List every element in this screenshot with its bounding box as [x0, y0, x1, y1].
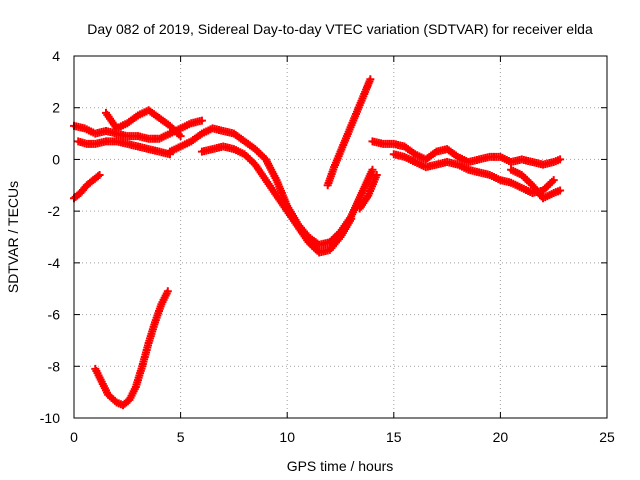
series-track-8: [323, 75, 375, 190]
data-point: [347, 214, 356, 223]
series-track-4: [74, 137, 174, 159]
y-axis-title: SDTVAR / TECUs: [5, 181, 21, 293]
series-track-2: [70, 170, 104, 203]
x-tick-label: 0: [70, 429, 78, 445]
y-tick-label: -4: [48, 255, 61, 271]
plot-frame: [73, 55, 608, 419]
y-tick-label: 0: [52, 151, 60, 167]
x-tick-label: 10: [279, 429, 295, 445]
data-point: [197, 116, 206, 125]
data-point: [368, 165, 377, 174]
series-track-7: [197, 142, 356, 257]
x-tick-labels: 0 5 10 15 20 25: [70, 429, 615, 445]
y-tick-label: 4: [52, 48, 60, 64]
y-tick-label: -8: [48, 358, 61, 374]
data-point: [372, 170, 381, 179]
y-tick-label: -6: [48, 307, 61, 323]
y-tick-label: -2: [48, 203, 61, 219]
series-track-12: [507, 165, 565, 203]
series-track-10: [368, 137, 565, 169]
data-points: [70, 75, 565, 410]
x-axis-title: GPS time / hours: [287, 458, 394, 474]
data-point: [93, 172, 102, 181]
y-tick-labels: -10 -8 -6 -4 -2 0 2 4: [40, 48, 60, 426]
series-track-3: [70, 116, 206, 143]
data-point: [176, 132, 185, 141]
y-tick-label: -10: [40, 410, 60, 426]
x-tick-label: 5: [177, 429, 185, 445]
series-track-1: [91, 287, 172, 410]
x-tick-label: 20: [493, 429, 509, 445]
data-point: [95, 170, 104, 179]
chart-title: Day 082 of 2019, Sidereal Day-to-day VTE…: [87, 21, 593, 37]
series-track-9: [355, 170, 381, 213]
data-point: [366, 75, 375, 84]
data-point: [549, 176, 558, 185]
x-tick-label: 15: [386, 429, 402, 445]
y-tick-label: 2: [52, 100, 60, 116]
x-tick-label: 25: [599, 429, 615, 445]
series-track-5: [101, 106, 185, 141]
grid: [74, 56, 607, 418]
data-point: [556, 186, 565, 195]
data-point: [163, 287, 172, 296]
data-point: [556, 155, 565, 164]
